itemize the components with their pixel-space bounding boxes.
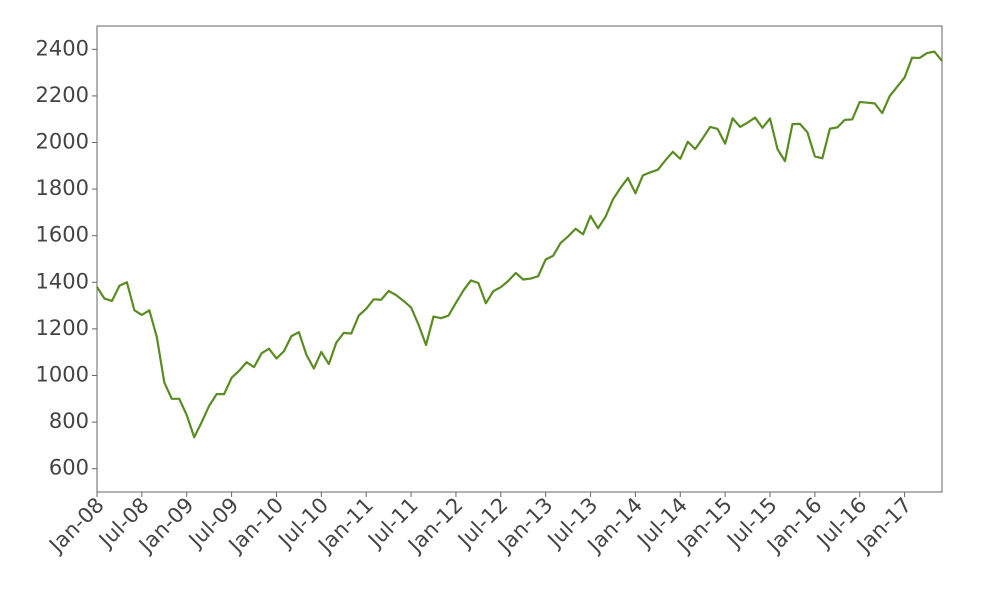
y-tick-label: 2000 — [36, 130, 89, 154]
y-tick-label: 1000 — [36, 363, 89, 387]
y-tick-label: 2200 — [36, 83, 89, 107]
price-line — [96, 50, 943, 439]
y-tick-label: 1400 — [36, 269, 89, 293]
y-tick-label: 1200 — [36, 316, 89, 340]
y-tick-label: 2400 — [36, 36, 89, 60]
x-tick-label: Jan-08 — [43, 493, 109, 559]
plot-frame — [96, 25, 943, 493]
y-tick-label: 800 — [49, 409, 89, 433]
y-tick-label: 1800 — [36, 176, 89, 200]
y-tick-label: 1600 — [36, 223, 89, 247]
y-tick-label: 600 — [49, 456, 89, 480]
